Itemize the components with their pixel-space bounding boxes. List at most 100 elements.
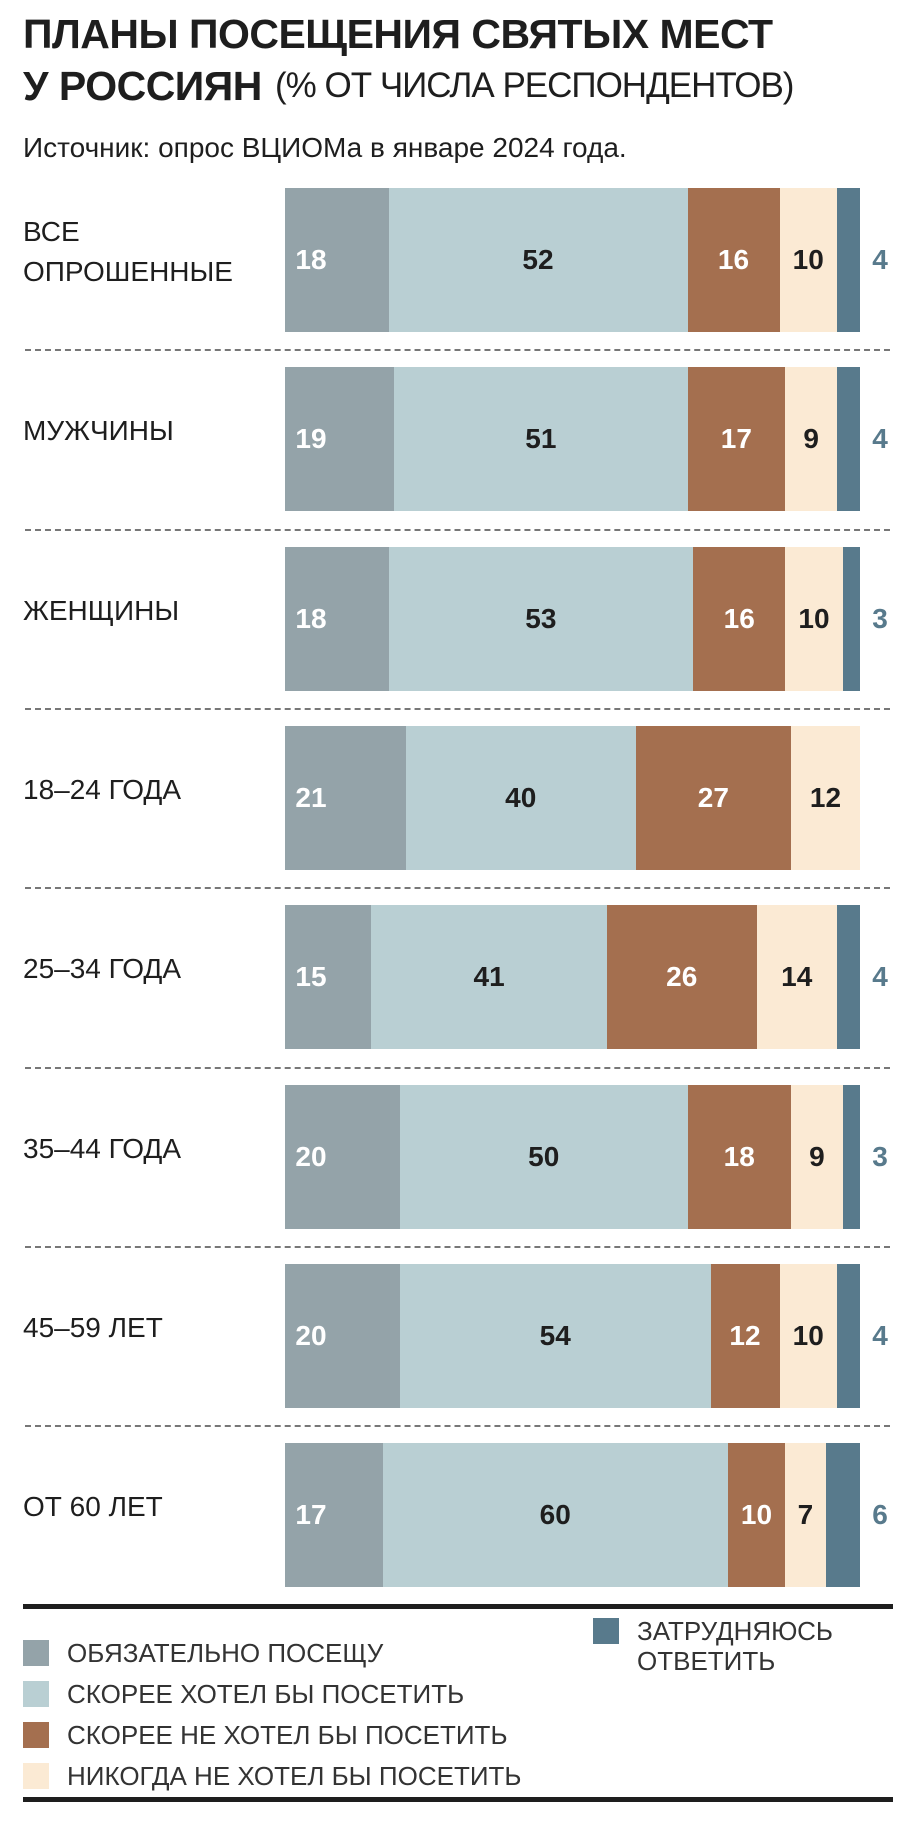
value-label: 18 xyxy=(723,1140,755,1172)
bar-segment xyxy=(710,1263,780,1408)
bar-segment xyxy=(285,188,389,332)
category-label: 18–24 ГОДА xyxy=(23,773,182,805)
bar-segment xyxy=(837,1263,860,1408)
value-label: 10 xyxy=(798,602,830,634)
bar-segment xyxy=(687,1084,791,1229)
bar-segment xyxy=(791,725,860,870)
bar-segment xyxy=(388,546,694,691)
value-label: 4 xyxy=(872,1319,888,1351)
bar-segment xyxy=(394,367,688,512)
value-label: 10 xyxy=(792,244,824,275)
chart-title: ПЛАНЫ ПОСЕЩЕНИЯ СВЯТЫХ МЕСТ У РОССИЯН xyxy=(23,11,773,109)
value-label: 26 xyxy=(666,961,698,993)
value-label: 12 xyxy=(729,1319,761,1351)
bar-segment xyxy=(371,905,607,1050)
legend-swatch xyxy=(23,1640,49,1666)
separator xyxy=(25,528,890,531)
category-label: ЖЕНЩИНЫ xyxy=(23,594,180,626)
value-label: 50 xyxy=(528,1140,560,1172)
bar-segment xyxy=(285,1084,400,1229)
value-label: 4 xyxy=(872,244,888,275)
bar-segment xyxy=(791,1084,843,1229)
value-label: 18 xyxy=(295,602,327,634)
value-label: 10 xyxy=(740,1499,773,1531)
legend-label: СКОРЕЕ НЕ ХОТЕЛ БЫ ПОСЕТИТЬ xyxy=(67,1720,508,1750)
value-label: 16 xyxy=(723,602,755,634)
value-label: 17 xyxy=(295,1499,327,1531)
bar-segment xyxy=(405,725,636,870)
value-label: 19 xyxy=(295,423,327,455)
value-label: 41 xyxy=(473,961,505,993)
bar-segment xyxy=(837,905,860,1050)
value-label: 15 xyxy=(295,961,327,993)
bar-segment xyxy=(842,1084,860,1229)
value-label: 20 xyxy=(295,1319,327,1351)
bar-segment xyxy=(693,546,786,691)
bar-segment xyxy=(779,1263,837,1408)
value-label: 9 xyxy=(809,1140,825,1172)
bar-segment xyxy=(388,188,688,332)
value-label: 16 xyxy=(717,244,750,275)
bar-segment xyxy=(687,188,780,332)
separator xyxy=(25,1425,890,1428)
bar-segment xyxy=(779,188,837,332)
value-label: 7 xyxy=(797,1499,814,1531)
bar-segment xyxy=(382,1443,728,1588)
legend-swatch xyxy=(23,1722,49,1748)
category-label: 45–59 ЛЕТ xyxy=(23,1311,163,1343)
value-label: 3 xyxy=(872,1140,888,1172)
value-label: 53 xyxy=(525,602,557,634)
category-label: 35–44 ГОДА xyxy=(23,1132,182,1164)
value-label: 3 xyxy=(872,602,888,634)
bar-segment xyxy=(635,725,791,870)
value-label: 21 xyxy=(295,781,327,813)
separator xyxy=(25,707,890,710)
value-label: 4 xyxy=(872,961,888,993)
value-label: 54 xyxy=(539,1319,571,1351)
value-label: 51 xyxy=(525,423,557,455)
legend-label: НИКОГДА НЕ ХОТЕЛ БЫ ПОСЕТИТЬ xyxy=(67,1761,522,1791)
value-label: 18 xyxy=(295,244,327,275)
separator xyxy=(25,349,890,352)
value-label: 6 xyxy=(872,1499,888,1531)
legend-label: ЗАТРУДНЯЮСЬ ОТВЕТИТЬ xyxy=(637,1616,833,1676)
value-label: 17 xyxy=(720,423,752,455)
bar-segment xyxy=(285,1443,383,1588)
separator xyxy=(25,1245,890,1248)
bar-segment xyxy=(285,546,389,691)
value-label: 14 xyxy=(781,961,813,993)
value-label: 12 xyxy=(809,781,842,813)
rule xyxy=(23,1604,893,1609)
category-label: ОТ 60 ЛЕТ xyxy=(23,1491,163,1523)
value-label: 9 xyxy=(803,423,819,455)
bar-segment xyxy=(400,1084,688,1229)
legend-swatch xyxy=(23,1763,49,1789)
bar-segment xyxy=(837,188,860,332)
bar-segment xyxy=(837,367,860,512)
value-label: 60 xyxy=(539,1499,571,1531)
value-label: 52 xyxy=(522,244,554,275)
bar-segment xyxy=(785,1443,826,1588)
value-label: 40 xyxy=(505,781,537,813)
chart-subtitle: (% ОТ ЧИСЛА РЕСПОНДЕНТОВ) xyxy=(275,66,794,105)
bar-segment xyxy=(825,1443,860,1588)
bar-segment xyxy=(285,905,372,1050)
bar-segment xyxy=(285,1263,400,1408)
category-label: ВСЕ ОПРОШЕННЫЕ xyxy=(23,216,233,287)
value-label: 20 xyxy=(295,1140,327,1172)
legend-label: ОБЯЗАТЕЛЬНО ПОСЕЩУ xyxy=(67,1638,384,1668)
category-label: МУЖЧИНЫ xyxy=(23,415,174,447)
bar-segment xyxy=(400,1263,711,1408)
legend-swatch xyxy=(23,1681,49,1707)
value-label: 4 xyxy=(872,423,888,455)
category-label: 25–34 ГОДА xyxy=(23,953,182,985)
separator xyxy=(25,1066,890,1069)
legend-swatch xyxy=(593,1618,619,1644)
bar-segment xyxy=(727,1443,786,1588)
bar-segment xyxy=(687,367,786,512)
source: Источник: опрос ВЦИОМа в январе 2024 год… xyxy=(23,132,627,163)
separator xyxy=(25,887,890,890)
bar-segment xyxy=(607,905,757,1050)
bar-segment xyxy=(285,367,395,512)
